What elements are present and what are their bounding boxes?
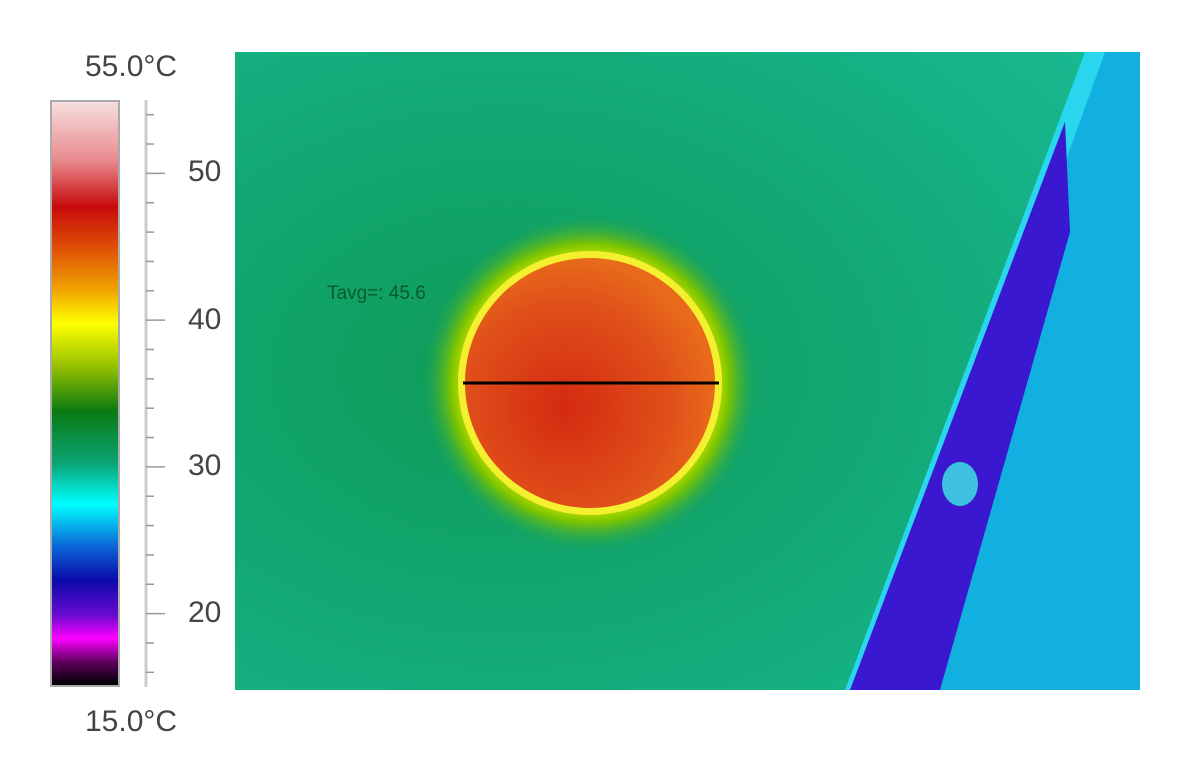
thermal-image: Tavg=: 45.6 [235,52,1140,690]
cold-spot [942,462,978,506]
tick-label-40: 40 [188,303,222,336]
tick-label-50: 50 [188,155,222,188]
color-scale-ticks [144,100,165,687]
colorbar-min-label: 15.0°C [85,705,178,738]
tick-label-30: 30 [188,449,222,482]
cold-blade-region [850,122,1070,690]
colorbar-max-label: 55.0°C [85,50,178,83]
color-scale-bar [50,100,120,687]
measurement-label: Tavg=: 45.6 [327,283,426,304]
tick-label-20: 20 [188,596,222,629]
